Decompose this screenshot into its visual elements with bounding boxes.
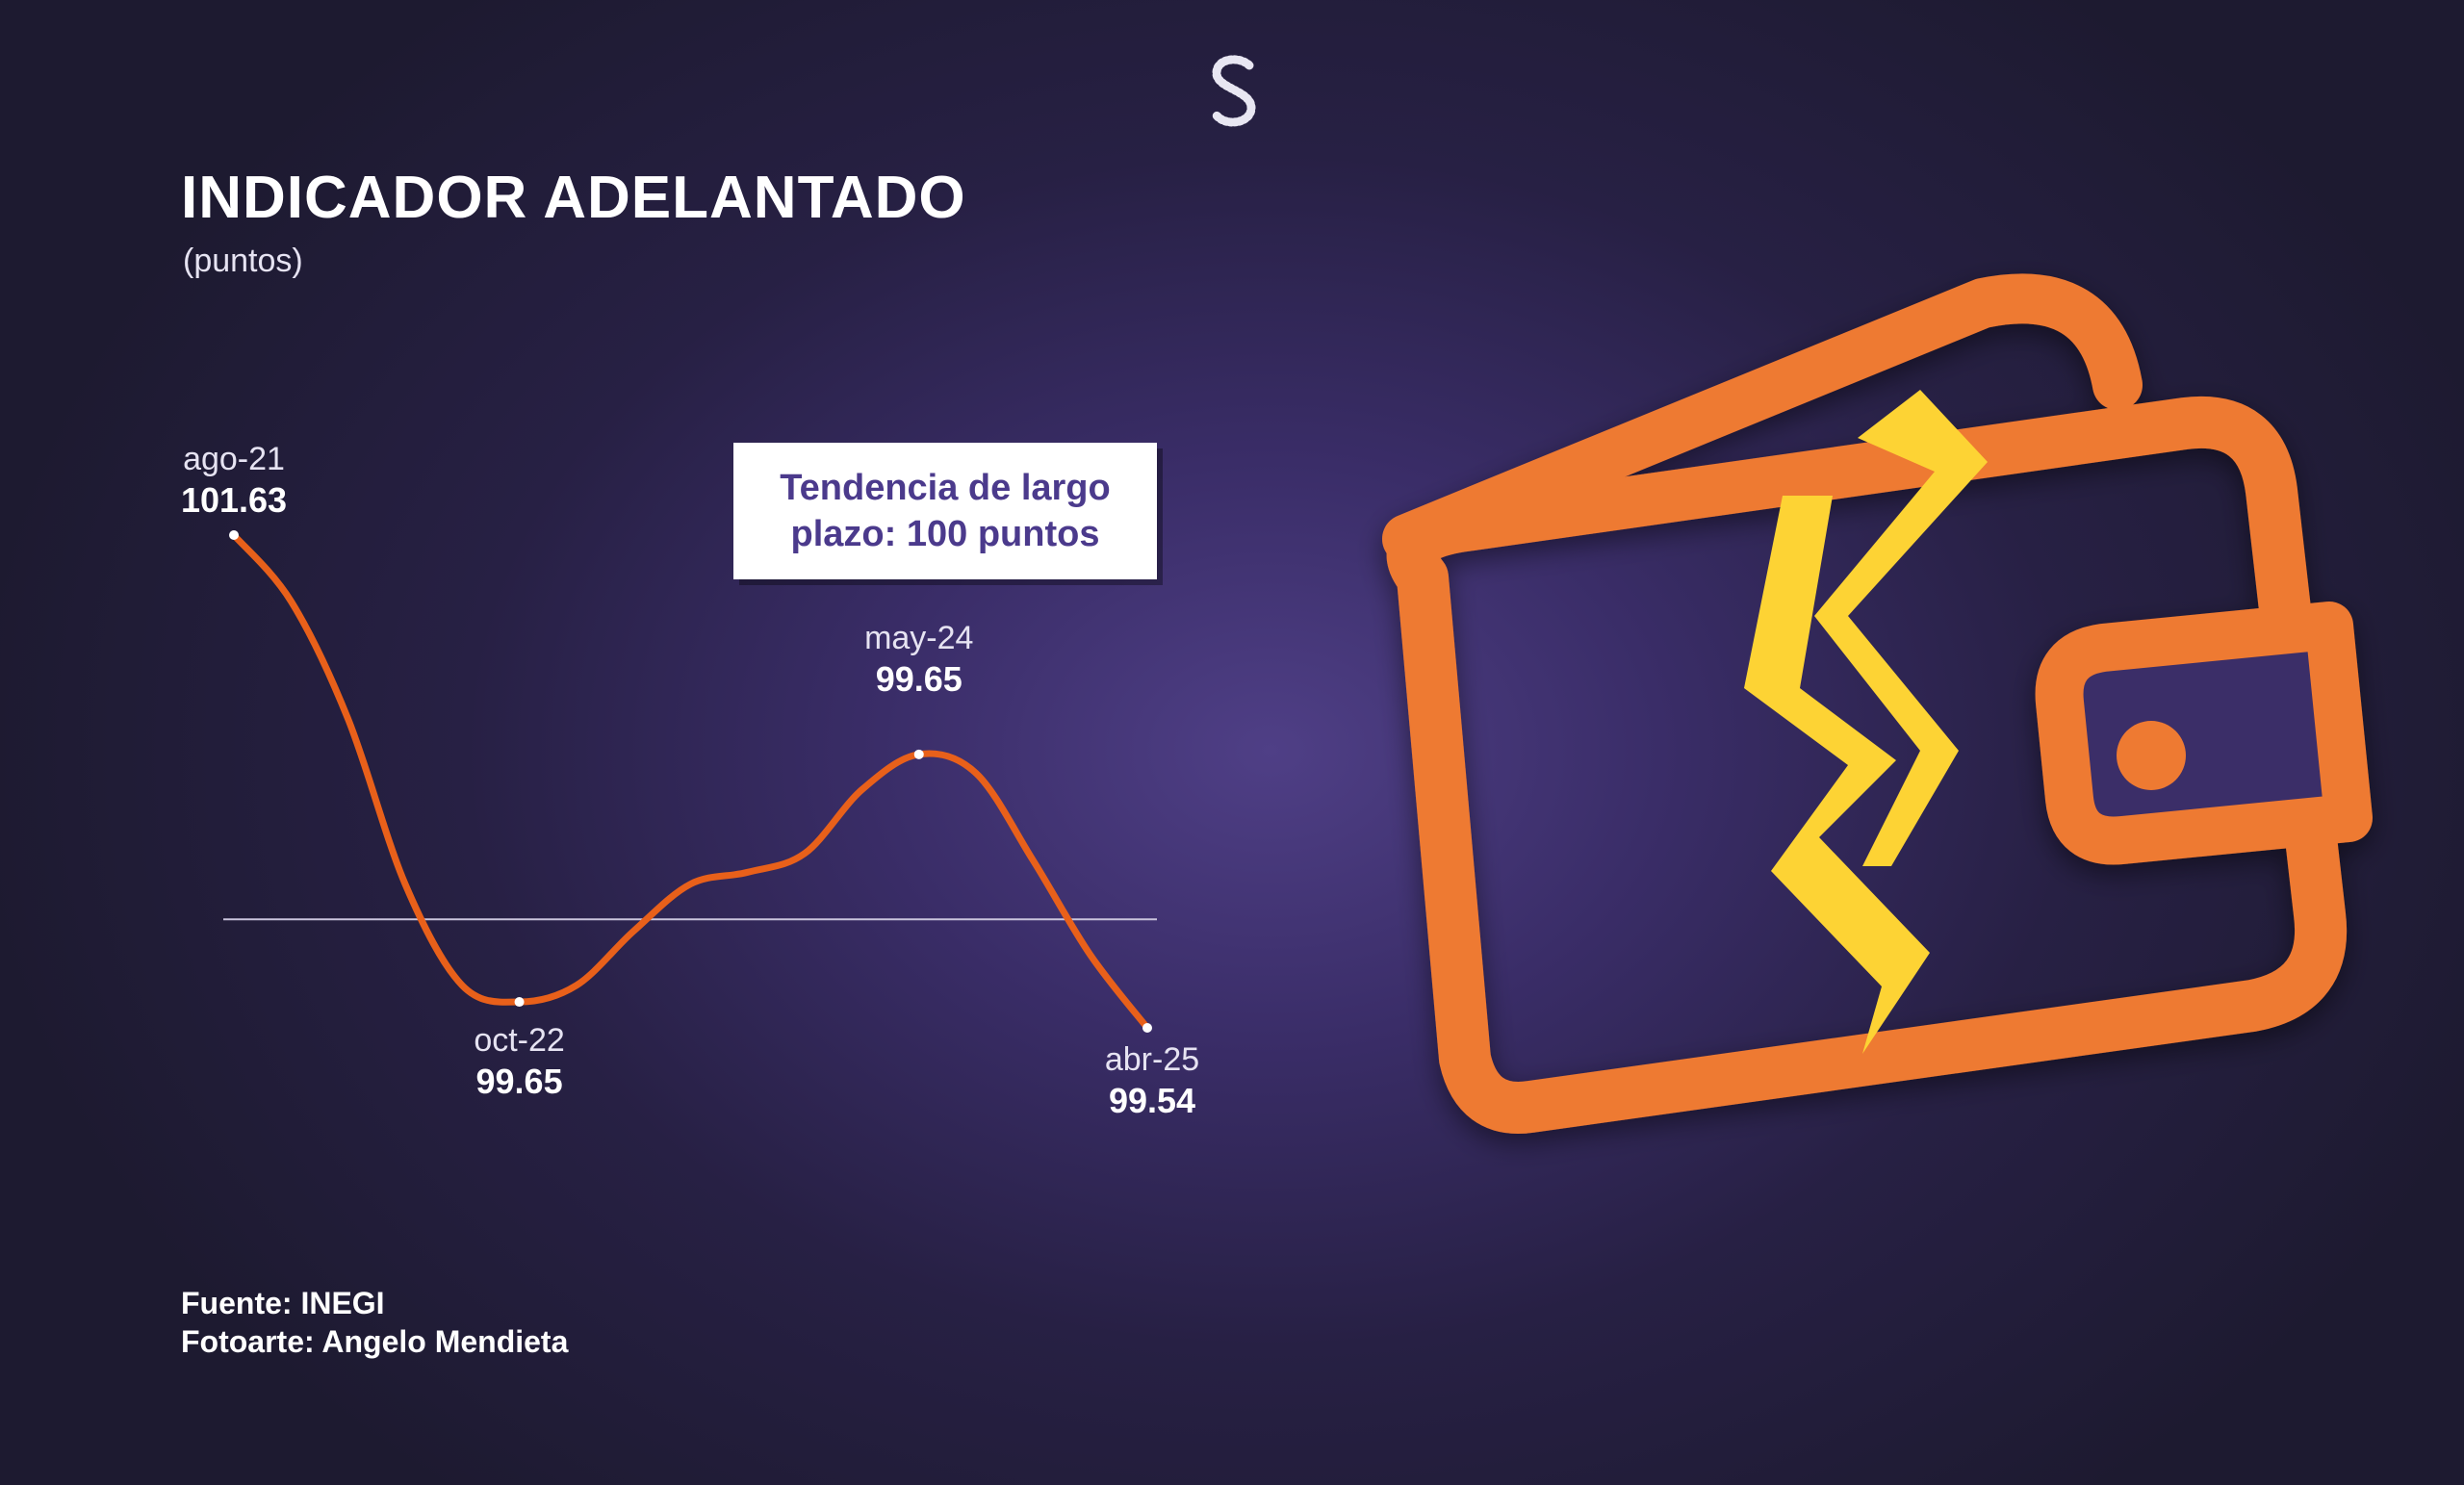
broken-wallet-icon: [1382, 273, 2373, 1134]
data-point: [1142, 1023, 1152, 1033]
point-value-label: 101.63: [181, 480, 287, 520]
page-subtitle: (puntos): [183, 243, 303, 279]
crack-icon: [1814, 390, 1988, 866]
credit-note: Fotoarte: Angelo Mendieta: [181, 1324, 569, 1359]
crack-icon: [1744, 496, 1930, 1054]
series-line: [230, 531, 1151, 1032]
data-point: [913, 749, 924, 759]
point-value-label: 99.65: [476, 1062, 563, 1101]
source-note: Fuente: INEGI: [181, 1286, 385, 1320]
wallet-button: [2117, 721, 2186, 790]
wallet-clasp: [2035, 602, 2373, 865]
point-value-label: 99.65: [876, 659, 962, 699]
data-point: [229, 530, 239, 540]
trend-annotation-text: Tendencia de largo plazo: 100 puntos: [780, 468, 1111, 554]
footer: Fuente: INEGI Fotoarte: Angelo Mendieta: [181, 1284, 568, 1361]
page-title: INDICADOR ADELANTADO: [181, 165, 966, 231]
point-date-label: oct-22: [474, 1022, 565, 1059]
data-point: [514, 997, 525, 1008]
point-date-label: ago-21: [183, 441, 285, 477]
point-date-label: abr-25: [1105, 1041, 1199, 1078]
trend-annotation: Tendencia de largo plazo: 100 puntos: [733, 443, 1157, 579]
s-logo-icon: [1212, 55, 1256, 127]
point-value-label: 99.54: [1109, 1081, 1195, 1120]
point-date-label: may-24: [864, 620, 973, 656]
wallet-flap: [1382, 273, 2143, 564]
